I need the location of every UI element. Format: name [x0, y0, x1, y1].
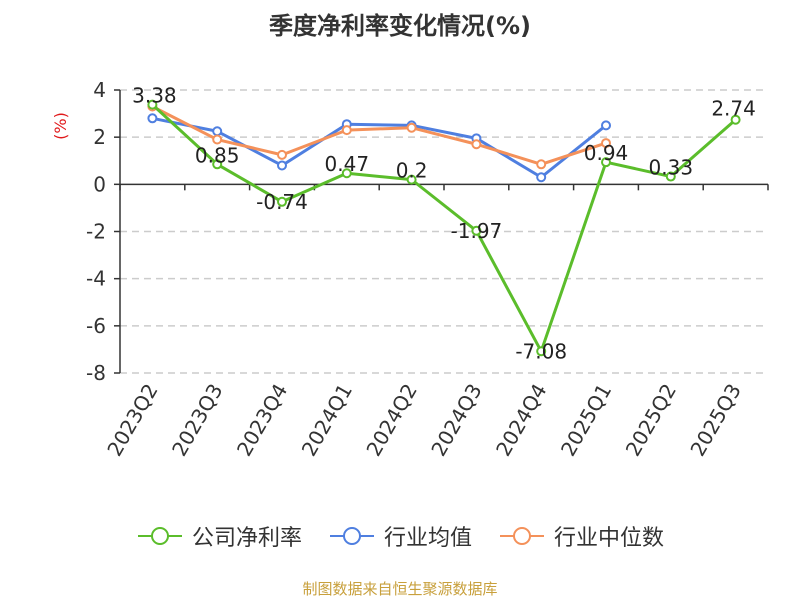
series-point-0 [341, 168, 352, 179]
series-line-2 [151, 105, 607, 166]
series-point-0 [212, 159, 223, 170]
legend-label-company: 公司净利率 [191, 526, 302, 551]
legend: 公司净利率 行业均值 行业中位数 [0, 520, 800, 552]
data-label: 2.74 [711, 97, 756, 121]
series-point-0 [665, 171, 676, 182]
legend-marker-company-icon [137, 527, 182, 545]
series-point-2 [536, 159, 547, 170]
y-axis-label: (%) [51, 112, 70, 140]
series-point-2 [601, 138, 611, 149]
x-tick-label: 2024Q1 [297, 380, 357, 461]
y-tick-label: 2 [93, 125, 106, 149]
data-label: 0.47 [325, 152, 370, 176]
series-point-0 [406, 174, 417, 185]
series-point-2 [406, 122, 417, 133]
y-tick-label: 4 [93, 78, 106, 102]
series-point-0 [730, 114, 741, 125]
x-tick-label: 2025Q3 [685, 380, 745, 461]
series-line-1 [152, 116, 607, 179]
series-point-0 [147, 99, 158, 110]
data-label: 3.38 [132, 84, 177, 108]
legend-marker-industry-mean-icon [329, 527, 374, 545]
data-label: 0.2 [396, 159, 428, 183]
legend-item-industry-mean[interactable]: 行业均值 [328, 520, 472, 552]
x-tick-label: 2023Q2 [102, 380, 162, 461]
legend-marker-industry-median-icon [500, 527, 544, 545]
series-point-1 [212, 126, 223, 137]
data-label: -0.74 [256, 190, 308, 214]
series-point-1 [536, 172, 547, 183]
series-point-1 [277, 160, 287, 171]
legend-label-industry-median: 行业中位数 [554, 526, 665, 551]
series-point-0 [277, 196, 287, 207]
y-tick-label: -2 [86, 220, 106, 244]
x-tick-label: 2025Q2 [621, 380, 681, 461]
series-point-2 [277, 149, 287, 160]
x-tick-label: 2025Q1 [556, 380, 616, 461]
series-point-1 [601, 120, 611, 131]
series-point-0 [536, 346, 547, 357]
data-source-note: 制图数据来自恒生聚源数据库 [302, 580, 498, 598]
series-point-0 [601, 157, 611, 168]
x-tick-label: 2024Q4 [491, 380, 551, 461]
x-tick-label: 2023Q3 [167, 380, 227, 461]
x-tick-label: 2024Q3 [426, 380, 486, 461]
y-tick-label: -8 [86, 361, 106, 385]
x-tick-label: 2023Q4 [232, 380, 292, 461]
series-point-2 [212, 134, 223, 145]
data-label: -1.97 [451, 219, 503, 243]
y-tick-label: -6 [86, 314, 106, 338]
y-tick-label: -4 [86, 267, 106, 291]
data-label: -7.08 [515, 339, 567, 363]
data-label: 0.33 [649, 156, 694, 180]
legend-label-industry-mean: 行业均值 [383, 526, 472, 551]
chart-title: 季度净利率变化情况(%) [269, 12, 531, 40]
series-point-2 [471, 139, 482, 150]
series-point-1 [147, 113, 158, 124]
x-tick-label: 2024Q2 [361, 380, 421, 461]
data-label: 0.85 [195, 143, 240, 167]
series-point-2 [341, 125, 352, 136]
legend-item-company[interactable]: 公司净利率 [136, 520, 302, 552]
data-label: 0.94 [584, 141, 629, 165]
y-tick-label: 0 [93, 172, 106, 196]
legend-item-industry-median[interactable]: 行业中位数 [498, 520, 664, 552]
series-line-0 [151, 103, 737, 353]
series-point-0 [471, 225, 482, 236]
